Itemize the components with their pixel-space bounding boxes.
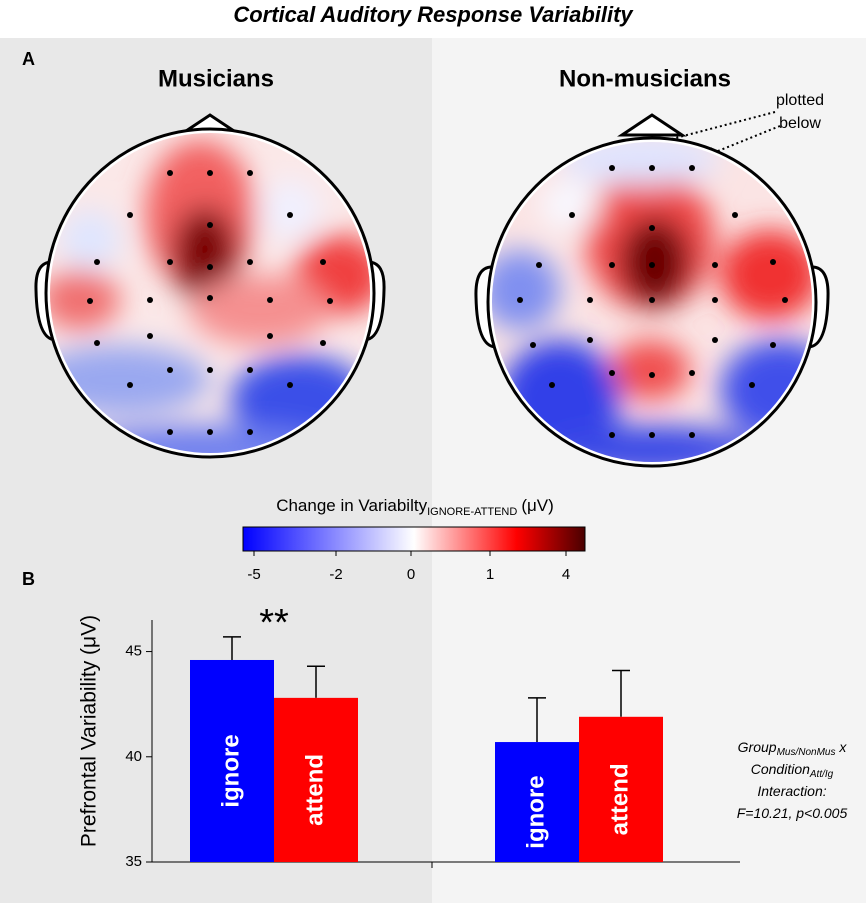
panel-label: B xyxy=(22,569,35,589)
interaction-text: Interaction: xyxy=(757,783,826,799)
panel-label: A xyxy=(22,49,35,69)
annotation: below xyxy=(779,115,821,132)
y-tick-label: 35 xyxy=(125,853,142,870)
annotation: plotted xyxy=(776,92,824,109)
bar-label: attend xyxy=(606,763,633,835)
topomap xyxy=(34,113,386,459)
y-tick-label: 40 xyxy=(125,748,142,765)
topomap xyxy=(474,113,830,468)
bar xyxy=(274,697,358,862)
map-title: Non-musicians xyxy=(559,65,731,92)
colorbar xyxy=(242,526,586,552)
interaction-text: Group xyxy=(738,739,777,755)
colorbar-title-sub: IGNORE-ATTEND xyxy=(427,506,517,518)
interaction-annotation: ConditionAtt/Ig xyxy=(751,761,834,780)
map-title: Musicians xyxy=(158,65,274,92)
interaction-text: F=10.21, p<0.005 xyxy=(737,805,848,821)
colorbar-tick-label: -2 xyxy=(329,566,342,583)
bar xyxy=(495,742,579,862)
y-tick-label: 45 xyxy=(125,643,142,660)
bar-label: ignore xyxy=(217,734,244,807)
interaction-text: x xyxy=(835,739,847,755)
interaction-text: Mus/NonMus xyxy=(777,747,836,758)
bar xyxy=(190,659,274,862)
colorbar-tick-label: 0 xyxy=(407,566,415,583)
bar-label: attend xyxy=(301,754,328,826)
significance: ** xyxy=(259,602,289,644)
y-axis-label: Prefrontal Variability (μV) xyxy=(78,615,101,847)
colorbar-title-unit: (μV) xyxy=(521,496,553,515)
interaction-text: Condition xyxy=(751,761,810,777)
colorbar-title-text: Change in Variabilty xyxy=(276,496,427,515)
bar xyxy=(579,716,663,862)
interaction-annotation: F=10.21, p<0.005 xyxy=(737,805,848,821)
interaction-annotation: Interaction: xyxy=(757,783,826,799)
figure-title: Cortical Auditory Response Variability xyxy=(233,2,634,27)
interaction-annotation: GroupMus/NonMus x xyxy=(738,739,848,758)
colorbar-tick-label: -5 xyxy=(247,566,260,583)
colorbar-tick-label: 1 xyxy=(486,566,494,583)
colorbar-title: Change in VariabiltyIGNORE-ATTEND (μV) xyxy=(276,496,554,517)
colorbar-tick-label: 4 xyxy=(562,566,570,583)
interaction-text: Att/Ig xyxy=(809,769,834,780)
bar-label: ignore xyxy=(522,775,549,848)
